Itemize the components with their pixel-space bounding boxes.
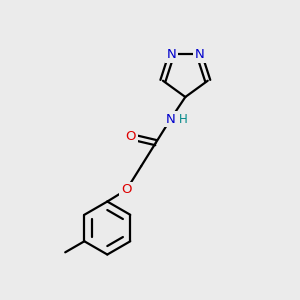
Text: O: O <box>121 183 132 196</box>
Text: O: O <box>126 130 136 143</box>
Text: N: N <box>167 48 176 61</box>
Text: H: H <box>178 112 188 126</box>
Text: N: N <box>194 48 204 61</box>
Text: N: N <box>166 112 176 126</box>
